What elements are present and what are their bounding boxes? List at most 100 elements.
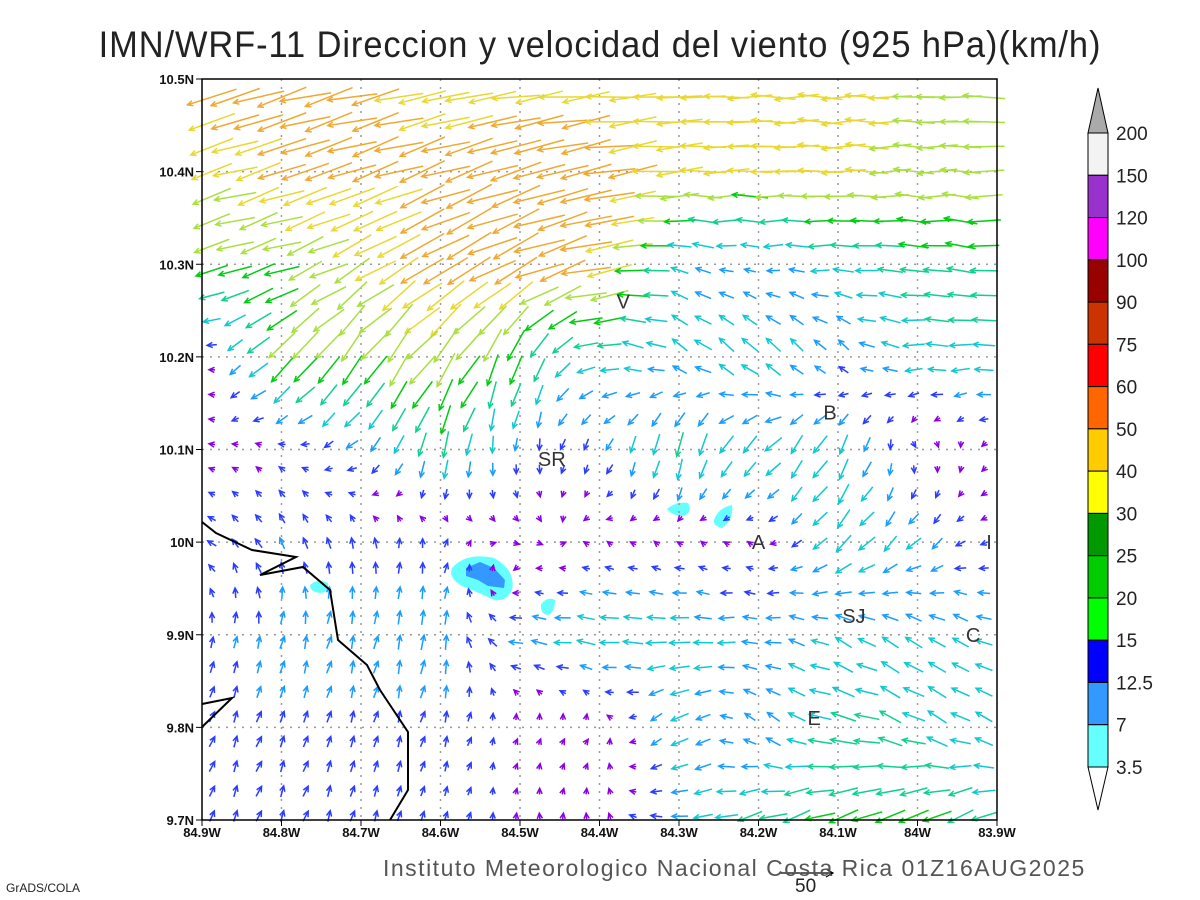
- wind-vector: [326, 734, 333, 748]
- vector-head: [799, 192, 808, 200]
- vector-head: [606, 490, 614, 498]
- wind-vector: [880, 660, 900, 674]
- vector-head: [312, 325, 320, 333]
- wind-vector: [904, 613, 922, 622]
- vector-shaft: [326, 611, 332, 625]
- vector-shaft: [267, 309, 298, 331]
- vector-head: [767, 564, 776, 572]
- vector-shaft: [813, 564, 828, 573]
- vector-head: [980, 440, 988, 448]
- vector-head: [852, 737, 861, 745]
- wind-vector: [666, 241, 692, 249]
- vector-head: [623, 663, 632, 671]
- vector-shaft: [469, 90, 517, 104]
- vector-shaft: [259, 190, 305, 203]
- vector-head: [895, 216, 904, 223]
- vector-shaft: [355, 260, 397, 281]
- wind-vector: [974, 638, 993, 646]
- vector-shaft: [883, 535, 898, 552]
- vector-shaft: [695, 291, 712, 300]
- wind-vector: [976, 589, 991, 597]
- wind-vector: [279, 115, 331, 130]
- vector-head: [796, 141, 805, 149]
- vector-head: [974, 638, 983, 645]
- vector-head: [255, 610, 263, 618]
- wind-vector: [460, 381, 479, 409]
- vector-shaft: [268, 331, 296, 359]
- vector-head: [904, 613, 913, 620]
- vector-head: [215, 245, 224, 252]
- vector-head: [232, 562, 239, 570]
- vector-shaft: [923, 268, 952, 273]
- vector-head: [396, 684, 403, 692]
- vector-head: [529, 350, 537, 358]
- vector-head: [607, 786, 614, 795]
- vector-shaft: [716, 244, 737, 247]
- wind-vector: [489, 161, 542, 182]
- vector-shaft: [905, 636, 923, 649]
- wind-vector: [419, 659, 427, 675]
- wind-vector: [384, 303, 414, 338]
- vector-head: [530, 638, 539, 646]
- vector-head: [773, 168, 781, 175]
- vector-shaft: [838, 483, 850, 504]
- coastline: [201, 521, 409, 821]
- vector-shaft: [605, 438, 614, 451]
- vector-head: [978, 416, 986, 423]
- wind-vector: [805, 789, 835, 796]
- wind-vector: [718, 267, 734, 274]
- wind-vector: [534, 564, 543, 572]
- wind-vector: [395, 536, 403, 549]
- vector-head: [698, 471, 705, 480]
- vector-head: [952, 589, 961, 596]
- vector-head: [946, 291, 955, 298]
- vector-shaft: [883, 591, 899, 595]
- vector-head: [644, 316, 652, 323]
- vector-head: [956, 515, 964, 523]
- vector-shaft: [351, 611, 354, 625]
- wind-vector: [607, 811, 614, 820]
- vector-head: [951, 637, 960, 644]
- vector-head: [561, 123, 569, 131]
- vector-head: [390, 401, 397, 410]
- wind-vector: [575, 638, 596, 646]
- vector-head: [349, 560, 356, 569]
- wind-vector: [395, 489, 403, 497]
- wind-vector: [535, 490, 543, 499]
- vector-head: [962, 143, 970, 151]
- vector-shaft: [789, 638, 805, 647]
- wind-vector: [630, 489, 637, 500]
- wind-vector: [328, 187, 375, 206]
- wind-vector: [742, 267, 757, 274]
- wind-vector: [718, 291, 735, 299]
- vector-shaft: [298, 414, 313, 425]
- vector-head: [855, 291, 863, 299]
- vector-head: [441, 472, 449, 480]
- vector-head: [302, 634, 310, 643]
- y-tick-label: 10N: [170, 535, 194, 550]
- vector-head: [787, 266, 796, 274]
- vector-head: [187, 125, 196, 132]
- vector-shaft: [766, 315, 782, 326]
- vector-head: [942, 215, 951, 223]
- wind-vector: [651, 433, 661, 456]
- wind-vector: [857, 564, 876, 573]
- vector-head: [396, 659, 403, 667]
- wind-vector: [969, 291, 997, 299]
- vector-shaft: [199, 291, 225, 300]
- vector-shaft: [446, 183, 493, 209]
- vector-head: [678, 167, 687, 174]
- vector-head: [554, 370, 562, 378]
- vector-shaft: [722, 488, 732, 499]
- wind-vector: [396, 585, 403, 600]
- vector-head: [352, 201, 360, 208]
- vector-shaft: [878, 268, 904, 273]
- wind-vector: [302, 734, 309, 748]
- wind-vector: [628, 713, 637, 720]
- wind-vector: [442, 659, 450, 675]
- vector-head: [749, 142, 758, 150]
- footer-caption: Instituto Meteorologico Nacional Costa R…: [383, 855, 1086, 881]
- vector-shaft: [351, 562, 354, 574]
- vector-head: [512, 514, 520, 523]
- vector-head: [287, 274, 296, 281]
